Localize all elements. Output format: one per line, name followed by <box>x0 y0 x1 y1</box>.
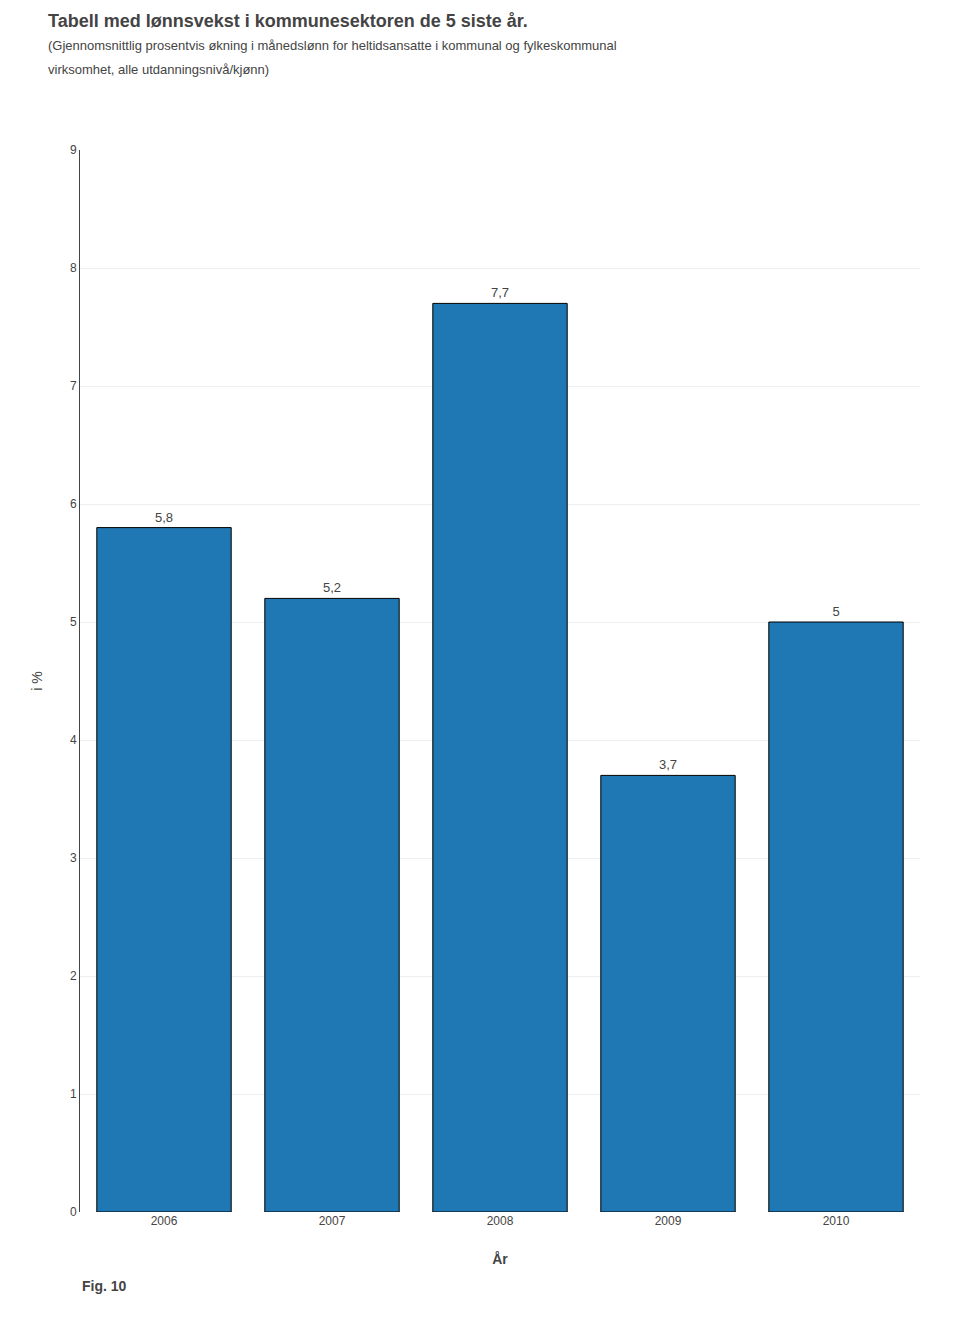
svg-text:2008: 2008 <box>487 1214 514 1228</box>
svg-text:2006: 2006 <box>151 1214 178 1228</box>
svg-text:8: 8 <box>70 261 77 275</box>
svg-text:0: 0 <box>70 1205 77 1219</box>
svg-text:i %: i % <box>29 671 45 690</box>
svg-text:7,7: 7,7 <box>491 285 509 300</box>
svg-text:5,8: 5,8 <box>155 510 173 525</box>
svg-text:2009: 2009 <box>655 1214 682 1228</box>
svg-text:5: 5 <box>832 604 839 619</box>
svg-text:3,7: 3,7 <box>659 757 677 772</box>
svg-text:År: År <box>492 1251 508 1267</box>
svg-text:6: 6 <box>70 497 77 511</box>
svg-text:Fig. 10: Fig. 10 <box>82 1278 127 1294</box>
svg-text:Tabell med lønnsvekst i kommun: Tabell med lønnsvekst i kommunesektoren … <box>48 11 617 77</box>
svg-text:5,2: 5,2 <box>323 580 341 595</box>
svg-text:2007: 2007 <box>319 1214 346 1228</box>
svg-text:3: 3 <box>70 851 77 865</box>
svg-text:5: 5 <box>70 615 77 629</box>
svg-text:2: 2 <box>70 969 77 983</box>
svg-text:9: 9 <box>70 143 77 157</box>
svg-text:4: 4 <box>70 733 77 747</box>
svg-text:2010: 2010 <box>823 1214 850 1228</box>
svg-text:7: 7 <box>70 379 77 393</box>
svg-text:1: 1 <box>70 1087 77 1101</box>
